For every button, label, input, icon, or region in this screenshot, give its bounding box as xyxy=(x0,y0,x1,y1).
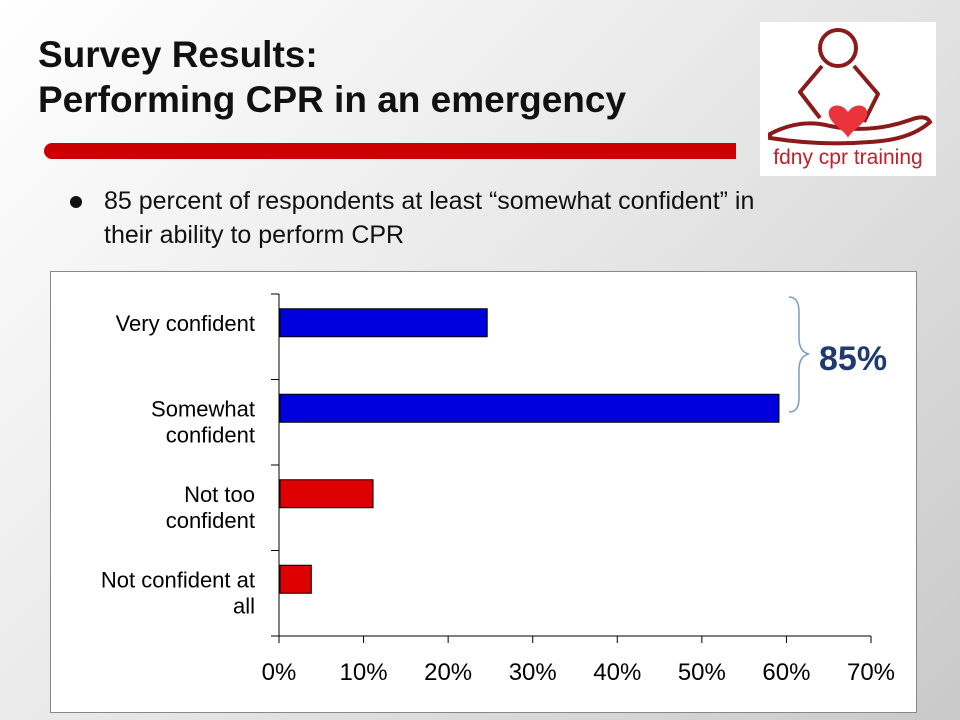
logo-text: fdny cpr training xyxy=(773,146,922,169)
bar xyxy=(279,564,312,594)
slide-title-line1: Survey Results: xyxy=(38,34,318,75)
category-label: Not too xyxy=(184,482,255,507)
category-label: confident xyxy=(166,508,255,533)
x-tick-labels: 0% 10% 20% 30% 40% 50% 60% 70% xyxy=(262,659,895,686)
x-tick-label: 70% xyxy=(847,659,895,686)
x-tick-label: 10% xyxy=(340,659,388,686)
category-label: Very confident xyxy=(116,311,255,336)
chart-axes xyxy=(271,293,872,643)
bullet-text: 85 percent of respondents at least “some… xyxy=(104,187,755,249)
bar xyxy=(279,479,374,509)
bracket-annotation: 85% xyxy=(788,296,887,413)
category-label: all xyxy=(233,593,255,618)
slide-title: Survey Results: Performing CPR in an eme… xyxy=(38,32,738,122)
bracket-label: 85% xyxy=(819,340,887,378)
x-tick-label: 50% xyxy=(678,659,726,686)
category-label: confident xyxy=(166,422,255,447)
slide-title-line2: Performing CPR in an emergency xyxy=(38,79,627,120)
chart-panel: Very confident Somewhat confident Not too co… xyxy=(50,271,917,713)
bracket-icon xyxy=(788,296,810,413)
bullet-item: 85 percent of respondents at least “some… xyxy=(70,184,770,252)
bullet-dot-icon xyxy=(70,196,82,208)
x-tick-label: 40% xyxy=(593,659,641,686)
chart-bars xyxy=(279,308,780,594)
category-label: Not confident at xyxy=(101,567,255,592)
x-tick-label: 30% xyxy=(509,659,557,686)
title-underline-bar xyxy=(44,143,736,159)
x-tick-label: 60% xyxy=(762,659,810,686)
x-tick-label: 0% xyxy=(262,659,297,686)
category-label: Somewhat xyxy=(151,396,255,421)
cpr-figure-icon: fdny cpr training xyxy=(768,28,933,169)
fdny-cpr-logo: fdny cpr training xyxy=(760,22,936,176)
bar xyxy=(279,308,488,338)
bar xyxy=(279,393,780,423)
x-tick-label: 20% xyxy=(424,659,472,686)
